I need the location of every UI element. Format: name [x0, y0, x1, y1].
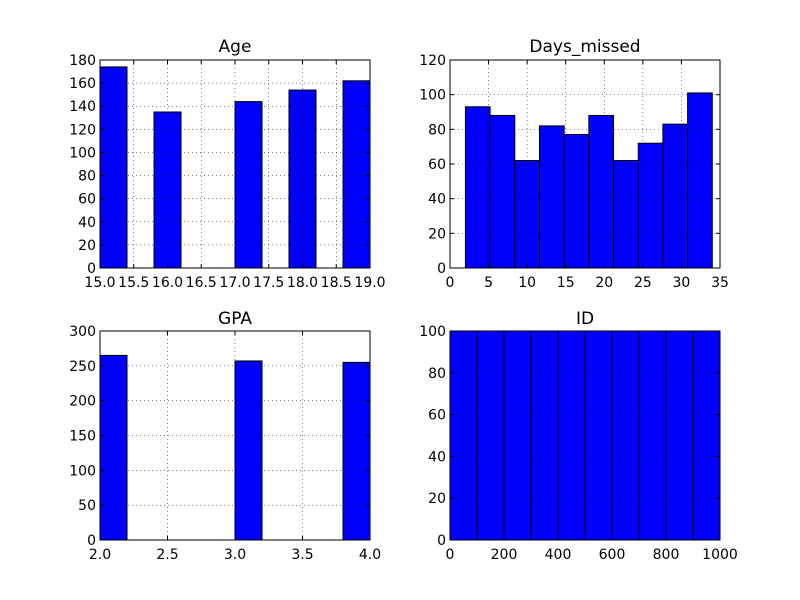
x-tick-label: 0 [446, 275, 455, 291]
x-tick-label: 3.5 [291, 547, 313, 563]
y-tick-label: 200 [69, 394, 96, 410]
histogram-bar [584, 330, 613, 541]
y-tick-label: 80 [428, 122, 446, 138]
histogram-bar [99, 66, 128, 269]
y-tick-label: 60 [78, 192, 96, 208]
histogram-bar [538, 125, 565, 269]
axes-frame [449, 330, 721, 541]
histogram-bar [449, 330, 478, 541]
x-tick-label: 5 [484, 275, 493, 291]
histogram-bar [503, 330, 532, 541]
histogram-bar [530, 330, 559, 541]
panel-title: Age [219, 37, 252, 57]
plot-area: 2.0 2.5 3.0 3.5 4.0 0 50 100 150 200 250 300 [69, 324, 381, 563]
histogram-bar [665, 330, 694, 541]
histogram-bar [662, 123, 689, 269]
histogram-bar [234, 360, 263, 541]
x-tick-label: 20 [595, 275, 613, 291]
x-tick-label: 2.0 [89, 547, 111, 563]
panel-title: GPA [218, 309, 252, 329]
y-tick-label: 160 [69, 76, 96, 92]
histogram-bar [588, 114, 615, 269]
histogram-bar [692, 330, 721, 541]
y-tick-label: 50 [78, 498, 96, 514]
y-tick-label: 0 [437, 533, 446, 549]
y-tick-label: 40 [428, 449, 446, 465]
y-tick-label: 100 [69, 463, 96, 479]
histogram-bar [514, 160, 540, 269]
y-tick-label: 20 [428, 226, 446, 242]
y-tick-label: 100 [419, 324, 446, 340]
y-tick-label: 60 [428, 157, 446, 173]
y-tick-label: 250 [69, 359, 96, 375]
y-tick-label: 300 [69, 324, 96, 340]
histogram-bar [638, 330, 667, 541]
x-tick-label: 1000 [702, 547, 738, 563]
panel-title: ID [576, 309, 594, 329]
panel-title: Days_missed [529, 37, 640, 57]
x-tick-label: 19.0 [354, 275, 385, 291]
histogram-bar [476, 330, 505, 541]
x-tick-label: 800 [653, 547, 680, 563]
y-tick-label: 20 [428, 491, 446, 507]
x-tick-label: 17.0 [219, 275, 250, 291]
x-tick-label: 25 [634, 275, 652, 291]
x-tick-label: 15.0 [84, 275, 115, 291]
histogram-bar [687, 92, 713, 269]
plot-area: 0 5 10 15 20 25 30 35 0 20 40 60 80 100 120 [419, 53, 729, 291]
y-tick-label: 0 [87, 261, 96, 277]
histogram-bar [99, 354, 128, 541]
histogram-bar [611, 330, 640, 541]
x-tick-label: 17.5 [253, 275, 284, 291]
panel-gpa: GPA 2.0 2.5 3.0 3.5 4.0 0 50 100 150 200 250 300 [69, 309, 381, 563]
x-tick-label: 16.0 [152, 275, 183, 291]
x-tick-label: 4.0 [359, 547, 381, 563]
x-tick-label: 18.5 [321, 275, 352, 291]
histogram-bar [342, 361, 371, 541]
x-tick-label: 15.5 [118, 275, 149, 291]
y-tick-label: 140 [69, 99, 96, 115]
x-tick-label: 10 [518, 275, 536, 291]
histogram-bar [342, 80, 371, 269]
x-tick-label: 2.5 [156, 547, 178, 563]
histogram-bar [153, 111, 182, 269]
y-tick-label: 40 [428, 192, 446, 208]
x-tick-label: 15 [557, 275, 575, 291]
histogram-bar [489, 114, 516, 269]
x-tick-label: 18.0 [287, 275, 318, 291]
panel-age: Age 15.0 15.5 16.0 16.5 17.0 17.5 18.0 18.5 19.0… [69, 37, 385, 291]
x-tick-label: 200 [491, 547, 518, 563]
histogram-bar [234, 101, 263, 269]
y-tick-label: 20 [78, 238, 96, 254]
x-tick-label: 400 [545, 547, 572, 563]
panel-id: ID 0 200 400 600 800 1000 0 20 40 60 80 100 [419, 309, 738, 563]
x-tick-label: 3.0 [224, 547, 246, 563]
y-tick-label: 120 [419, 53, 446, 69]
histogram-bar [613, 160, 639, 269]
x-tick-label: 16.5 [186, 275, 217, 291]
plot-area: 0 200 400 600 800 1000 0 20 40 60 80 100 [419, 324, 738, 563]
y-tick-label: 150 [69, 429, 96, 445]
x-tick-label: 35 [711, 275, 729, 291]
y-tick-label: 40 [78, 215, 96, 231]
histogram-bar [563, 134, 590, 269]
y-tick-label: 100 [69, 145, 96, 161]
histogram-bar [637, 142, 664, 269]
panel-days-missed: Days_missed 0 5 10 15 20 25 30 35 0 20 40 60 80 100 12… [419, 37, 729, 291]
y-tick-label: 180 [69, 53, 96, 69]
y-tick-label: 60 [428, 408, 446, 424]
y-tick-label: 80 [78, 169, 96, 185]
plot-area: 15.0 15.5 16.0 16.5 17.0 17.5 18.0 18.5 19.0 0 20 4… [69, 53, 385, 291]
histogram-bar [464, 106, 491, 269]
y-tick-label: 100 [419, 88, 446, 104]
x-tick-label: 0 [446, 547, 455, 563]
y-tick-label: 0 [437, 261, 446, 277]
x-tick-label: 600 [599, 547, 626, 563]
x-tick-label: 30 [673, 275, 691, 291]
y-tick-label: 0 [87, 533, 96, 549]
y-tick-label: 120 [69, 122, 96, 138]
y-tick-label: 80 [428, 366, 446, 382]
histogram-bar [557, 330, 586, 541]
